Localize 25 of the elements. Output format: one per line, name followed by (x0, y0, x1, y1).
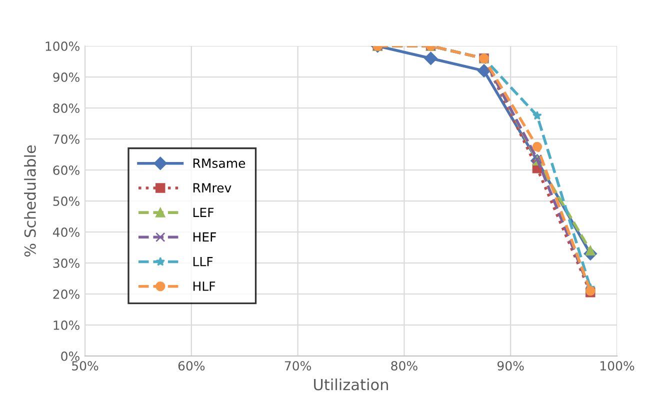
y-tick-label: 20% (53, 289, 80, 299)
y-tick-label: 40% (52, 227, 80, 237)
y-tick-label: 50% (53, 196, 80, 206)
y-tick-label: 30% (53, 258, 80, 268)
legend-label: RMsame (193, 158, 246, 168)
legend-label: LLF (193, 257, 213, 266)
x-tick-label: 100% (600, 361, 634, 371)
x-axis-title: Utilization (314, 378, 388, 390)
y-tick-label: 10% (54, 320, 80, 330)
y-tick-label: 0% (61, 351, 80, 361)
x-tick-label: 70% (284, 361, 311, 371)
legend-label: LEF (193, 208, 214, 217)
x-tick-label: 80% (391, 361, 418, 371)
legend-label: RMrev (193, 183, 232, 193)
y-tick-label: 70% (53, 134, 80, 144)
y-axis-title: % Schedulable (24, 145, 36, 257)
legend-label: HEF (193, 232, 216, 242)
y-tick-label: 80% (53, 103, 80, 113)
y-tick-label: 60% (53, 165, 80, 175)
y-tick-label: 90% (53, 72, 80, 82)
legend-label: HLF (193, 282, 216, 291)
x-tick-label: 50% (72, 361, 98, 371)
x-tick-label: 60% (178, 361, 205, 371)
x-tick-label: 90% (497, 361, 524, 371)
y-tick-label: 100% (46, 41, 80, 51)
